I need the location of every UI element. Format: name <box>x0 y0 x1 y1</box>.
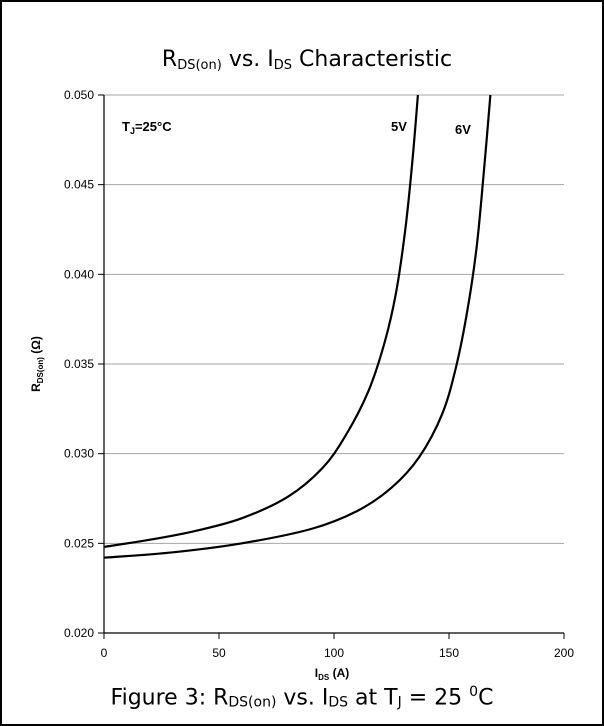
x-tick-label: 150 <box>439 646 459 660</box>
figure-caption: Figure 3: RDS(on) vs. IDS at TJ = 25 0C <box>110 684 494 711</box>
y-tick-label: 0.050 <box>64 88 94 102</box>
x-axis-label: IDS (A) <box>315 666 349 682</box>
x-tick-label: 50 <box>212 646 226 660</box>
x-tick-label: 200 <box>554 646 574 660</box>
x-tick-label: 0 <box>101 646 108 660</box>
axes <box>98 94 565 639</box>
series-line-6v <box>103 94 492 559</box>
series-line-5v <box>103 94 419 548</box>
chart-title: RDS(on) vs. IDS Characteristic <box>162 47 452 73</box>
y-tick-label: 0.020 <box>64 626 94 640</box>
y-tick-label: 0.045 <box>64 178 94 192</box>
y-tick-label: 0.030 <box>64 447 94 461</box>
series-label-5v: 5V <box>391 119 407 134</box>
y-tick-label: 0.040 <box>64 267 94 281</box>
grid-lines <box>104 94 564 544</box>
y-tick-label: 0.025 <box>64 536 94 550</box>
y-axis-label: RDS(on) (Ω) <box>29 336 45 392</box>
series-label-6v: 6V <box>455 122 471 137</box>
tick-labels: 0.020 0.025 0.030 0.035 0.040 0.045 0.050 0 50 10… <box>64 88 574 660</box>
x-tick-label: 100 <box>324 646 344 660</box>
series-lines <box>103 94 492 559</box>
temperature-annotation: TJ=25°C <box>122 119 172 136</box>
y-tick-label: 0.035 <box>64 357 94 371</box>
